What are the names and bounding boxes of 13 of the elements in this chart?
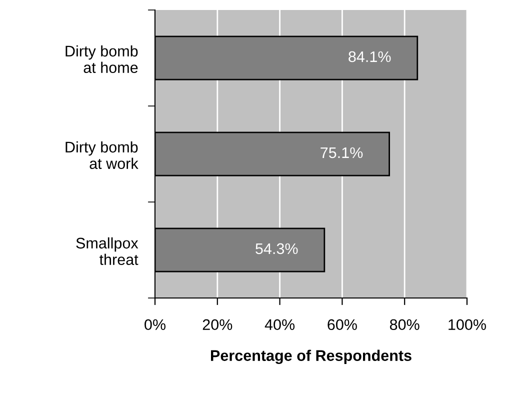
x-tick-label: 20% — [202, 319, 232, 330]
x-tick-label: 100% — [448, 319, 486, 330]
x-axis-title: Percentage of Respondents — [211, 350, 412, 364]
x-tick-label: 40% — [264, 319, 295, 330]
x-tick-label: 0% — [144, 319, 166, 330]
data-label: 54.3% — [256, 243, 298, 254]
data-label: 75.1% — [320, 147, 363, 158]
x-tick-label: 60% — [328, 319, 357, 330]
y-tick-label: Smallpox threat — [76, 237, 138, 266]
y-tick-label: Dirty bomb at home — [66, 45, 138, 74]
data-label: 84.1% — [348, 51, 391, 62]
x-tick-label: 80% — [390, 319, 420, 330]
y-tick-label: Dirty bomb at work — [66, 141, 138, 170]
